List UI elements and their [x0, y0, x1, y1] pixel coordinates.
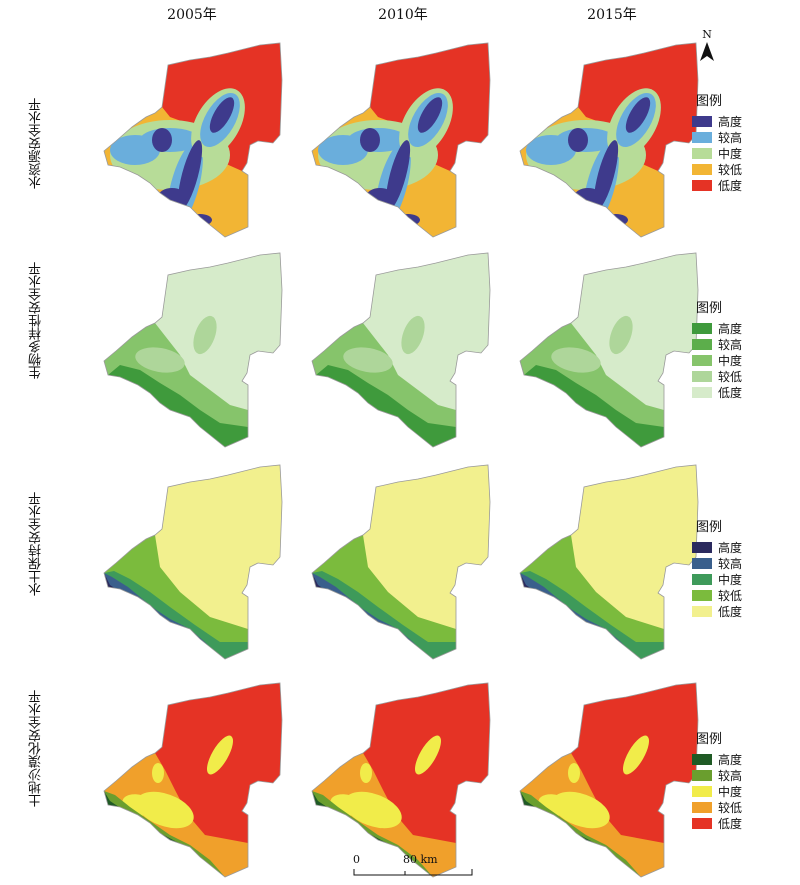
map-panel-r0-c2 — [519, 42, 699, 238]
legend-swatch — [692, 179, 712, 191]
legend-item: 高度 — [692, 539, 742, 555]
map-panel-r3-c0 — [103, 682, 283, 878]
map-panel-r0-c0 — [103, 42, 283, 238]
legend-item: 高度 — [692, 751, 742, 767]
map-panel-r3-c1 — [311, 682, 491, 878]
row-label-soil: 水土保持安全水平 — [29, 492, 44, 596]
map-panel-r2-c2 — [519, 464, 699, 660]
legend-label: 高度 — [718, 540, 743, 555]
legend-swatch — [692, 817, 712, 829]
legend-label: 低度 — [718, 604, 743, 619]
legend-item: 较高 — [692, 129, 742, 145]
legend-item: 较高 — [692, 767, 742, 783]
legend-label: 较高 — [718, 130, 743, 145]
map-panel-r0-c1 — [311, 42, 491, 238]
north-label: N — [702, 28, 712, 41]
legend-item: 中度 — [692, 571, 742, 587]
legend-swatch — [692, 801, 712, 813]
legend-label: 较低 — [718, 369, 743, 384]
legend-label: 较低 — [718, 588, 743, 603]
legend-title: 图例 — [696, 520, 723, 535]
legend-label: 高度 — [718, 752, 743, 767]
north-arrow: N — [696, 28, 718, 66]
legend-label: 中度 — [718, 146, 743, 161]
map-panel-r3-c2 — [519, 682, 699, 878]
legend-swatch — [692, 541, 712, 553]
legend-label: 较高 — [718, 768, 743, 783]
legend-swatch — [692, 753, 712, 765]
legend-item: 低度 — [692, 177, 742, 193]
legend-item: 较高 — [692, 555, 742, 571]
legend-swatch — [692, 785, 712, 797]
legend-label: 较高 — [718, 337, 743, 352]
legend-item: 高度 — [692, 320, 742, 336]
legend-title: 图例 — [696, 732, 723, 747]
legend-row-3: 图例高度 较高 中度 较低 低度 — [692, 728, 742, 831]
legend-swatch — [692, 573, 712, 585]
legend-row-0: 图例高度 较高 中度 较低 低度 — [692, 90, 742, 193]
legend-item: 较高 — [692, 336, 742, 352]
scale-line — [353, 869, 473, 876]
scale-start: 0 — [353, 853, 360, 866]
row-label-water: 水资源安全水平 — [29, 98, 44, 189]
legend-swatch — [692, 115, 712, 127]
legend-label: 低度 — [718, 816, 743, 831]
legend-title: 图例 — [696, 301, 723, 316]
legend-item: 较低 — [692, 161, 742, 177]
legend-label: 中度 — [718, 353, 743, 368]
legend-label: 低度 — [718, 385, 743, 400]
row-label-biodiversity: 生物多样性安全水平 — [29, 262, 44, 379]
legend-item: 较低 — [692, 368, 742, 384]
legend-swatch — [692, 589, 712, 601]
legend-label: 低度 — [718, 178, 743, 193]
map-panel-r1-c1 — [311, 252, 491, 448]
legend-swatch — [692, 163, 712, 175]
north-arrow-icon — [700, 42, 714, 61]
legend-label: 中度 — [718, 572, 743, 587]
legend-title: 图例 — [696, 94, 723, 109]
year-title-2010: 2010年 — [378, 7, 428, 23]
legend-swatch — [692, 147, 712, 159]
row-label-desertification: 土地沙漠化安全水平 — [29, 690, 44, 807]
scale-bar: 0 80 km — [353, 853, 473, 879]
legend-label: 较低 — [718, 162, 743, 177]
year-title-2015: 2015年 — [587, 7, 637, 23]
legend-swatch — [692, 386, 712, 398]
legend-row-2: 图例高度 较高 中度 较低 低度 — [692, 516, 742, 619]
legend-item: 低度 — [692, 384, 742, 400]
scale-end: 80 km — [403, 853, 438, 866]
map-panel-r1-c2 — [519, 252, 699, 448]
map-panel-r2-c0 — [103, 464, 283, 660]
legend-label: 较高 — [718, 556, 743, 571]
legend-item: 中度 — [692, 145, 742, 161]
legend-swatch — [692, 322, 712, 334]
legend-item: 低度 — [692, 815, 742, 831]
map-panel-r1-c0 — [103, 252, 283, 448]
legend-swatch — [692, 557, 712, 569]
legend-label: 较低 — [718, 800, 743, 815]
legend-label: 高度 — [718, 114, 743, 129]
legend-item: 较低 — [692, 799, 742, 815]
legend-swatch — [692, 131, 712, 143]
legend-swatch — [692, 338, 712, 350]
legend-swatch — [692, 354, 712, 366]
legend-item: 低度 — [692, 603, 742, 619]
year-title-2005: 2005年 — [167, 7, 217, 23]
legend-swatch — [692, 769, 712, 781]
legend-item: 较低 — [692, 587, 742, 603]
legend-label: 中度 — [718, 784, 743, 799]
legend-item: 中度 — [692, 352, 742, 368]
map-panel-r2-c1 — [311, 464, 491, 660]
legend-swatch — [692, 605, 712, 617]
legend-label: 高度 — [718, 321, 743, 336]
legend-item: 中度 — [692, 783, 742, 799]
legend-item: 高度 — [692, 113, 742, 129]
legend-row-1: 图例高度 较高 中度 较低 低度 — [692, 297, 742, 400]
legend-swatch — [692, 370, 712, 382]
